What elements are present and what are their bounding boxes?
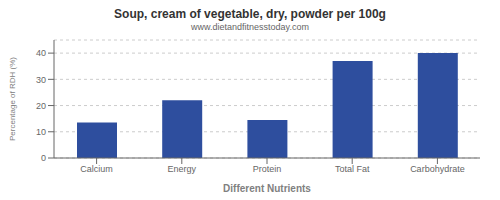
html-text:www.dietandfitnesstoday.com: www.dietandfitnesstoday.com xyxy=(191,21,309,32)
svg-text:Total Fat: Total Fat xyxy=(335,164,370,174)
svg-text:Different Nutrients: Different Nutrients xyxy=(223,183,311,192)
svg-text:Protein: Protein xyxy=(253,164,282,174)
html-text:Soup, cream of vegetable, dry,: Soup, cream of vegetable, dry, powder pe… xyxy=(114,7,386,21)
svg-text:40: 40 xyxy=(36,48,46,58)
svg-text:Calcium: Calcium xyxy=(80,164,113,174)
svg-text:20: 20 xyxy=(36,101,46,111)
svg-text:10: 10 xyxy=(36,127,46,137)
svg-text:Percentage of RDH (%): Percentage of RDH (%) xyxy=(8,57,17,141)
svg-text:Energy: Energy xyxy=(168,164,197,174)
svg-text:30: 30 xyxy=(36,75,46,85)
svg-text:Carbohydrate: Carbohydrate xyxy=(410,164,465,174)
svg-text:0: 0 xyxy=(41,153,46,163)
